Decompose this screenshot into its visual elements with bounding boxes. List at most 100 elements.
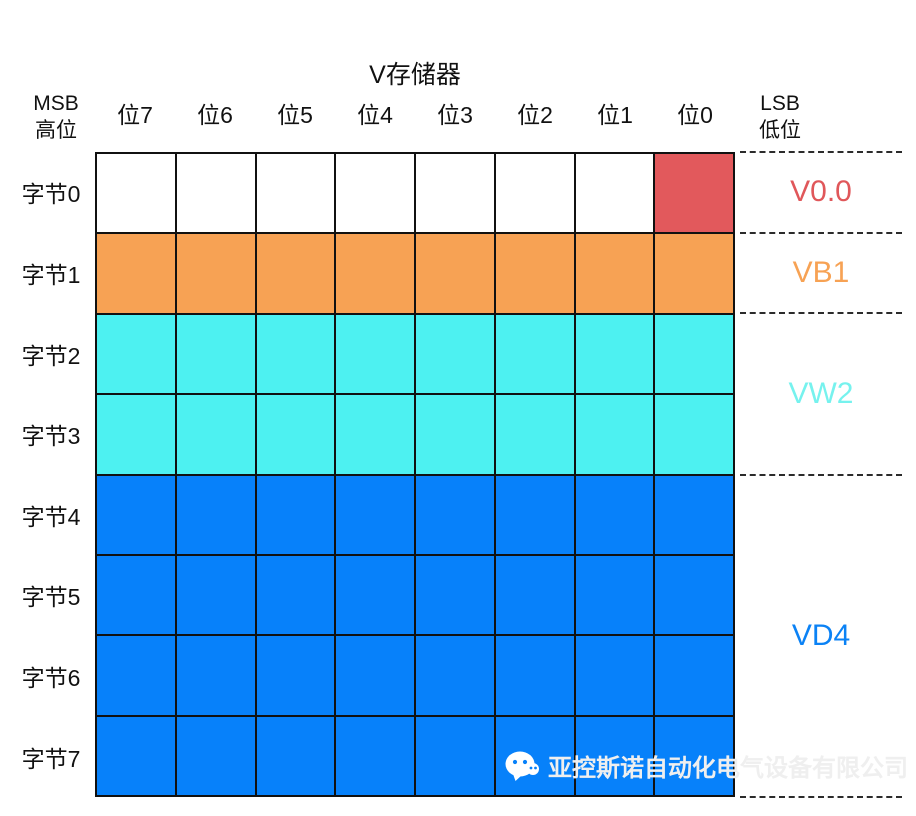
region-divider (740, 312, 902, 315)
cell-byte4-bit5 (256, 475, 335, 554)
cell-byte5-bit4 (336, 555, 414, 635)
cell-byte2-bit7 (97, 314, 175, 394)
cell-byte6-bit7 (97, 636, 175, 715)
cell-byte2-bit1 (575, 314, 654, 394)
cell-byte1-bit5 (256, 234, 335, 313)
cell-byte1-bit0 (655, 234, 733, 313)
cell-byte0-bit1 (575, 154, 654, 233)
byte-label-3: 字节3 (21, 423, 81, 450)
region-divider (740, 231, 902, 234)
cell-byte6-bit1 (575, 636, 654, 715)
msb-line2: 高位 (35, 119, 77, 142)
byte-label-4: 字节4 (21, 503, 81, 530)
diagram-title: V存储器 (369, 61, 461, 89)
cell-byte5-bit0 (655, 555, 733, 635)
watermark: 亚控斯诺自动化电气设备有限公司 (504, 748, 908, 783)
cell-byte7-bit5 (256, 716, 335, 795)
cell-byte3-bit6 (176, 395, 255, 474)
cell-byte4-bit4 (336, 475, 414, 554)
cell-byte0-bit4 (336, 154, 414, 233)
cell-byte1-bit4 (336, 234, 414, 313)
cell-byte2-bit6 (176, 314, 255, 394)
cell-byte6-bit5 (256, 636, 335, 715)
cell-byte1-bit7 (97, 234, 175, 313)
region-divider (740, 796, 902, 798)
lsb-label: LSB 低位 (742, 90, 818, 144)
cell-byte2-bit0 (655, 314, 733, 394)
cell-byte7-bit7 (97, 716, 175, 795)
byte-label-2: 字节2 (21, 342, 81, 369)
cell-byte7-bit6 (176, 716, 255, 795)
cell-byte7-bit3 (416, 716, 494, 795)
bit-header-1: 位1 (597, 102, 633, 128)
bit-header-4: 位4 (357, 102, 393, 128)
byte-label-1: 字节1 (21, 261, 81, 288)
cell-byte7-bit0 (655, 716, 733, 795)
region-divider (740, 151, 902, 153)
cell-byte2-bit3 (416, 314, 494, 394)
byte-label-7: 字节7 (21, 745, 81, 772)
cell-byte4-bit2 (495, 475, 574, 554)
lsb-line2: 低位 (759, 119, 801, 142)
region-divider (740, 473, 902, 476)
cell-byte4-bit0 (655, 475, 733, 554)
cell-byte5-bit3 (416, 555, 494, 635)
cell-byte3-bit2 (495, 395, 574, 474)
cell-byte3-bit7 (97, 395, 175, 474)
cell-byte0-bit7 (97, 154, 175, 233)
cell-byte1-bit3 (416, 234, 494, 313)
msb-label: MSB 高位 (18, 90, 94, 144)
cell-byte1-bit2 (495, 234, 574, 313)
cell-byte5-bit1 (575, 555, 654, 635)
cell-byte6-bit2 (495, 636, 574, 715)
cell-byte7-bit1 (575, 716, 654, 795)
cell-byte3-bit0 (655, 395, 733, 474)
cell-byte0-bit6 (176, 154, 255, 233)
cell-byte6-bit4 (336, 636, 414, 715)
watermark-text: 亚控斯诺自动化电气设备有限公司 (548, 755, 908, 782)
wechat-icon (505, 751, 539, 781)
msb-line1: MSB (33, 92, 79, 115)
cell-byte4-bit6 (176, 475, 255, 554)
cell-byte5-bit6 (176, 555, 255, 635)
memory-grid (95, 152, 735, 797)
cell-byte4-bit1 (575, 475, 654, 554)
region-label-vd4: VD4 (791, 618, 851, 652)
cell-byte4-bit7 (97, 475, 175, 554)
byte-labels: 字节0 字节1 字节2 字节3 字节4 字节5 字节6 字节7 (12, 152, 90, 797)
cell-byte2-bit2 (495, 314, 574, 394)
cell-byte0-bit5 (256, 154, 335, 233)
cell-byte6-bit3 (416, 636, 494, 715)
region-label-v0-0: V0.0 (790, 175, 852, 209)
byte-label-5: 字节5 (21, 584, 81, 611)
cell-byte3-bit3 (416, 395, 494, 474)
bit-header-3: 位3 (437, 102, 473, 128)
cell-byte0-bit2 (495, 154, 574, 233)
bit-header-0: 位0 (677, 102, 713, 128)
cell-byte4-bit3 (416, 475, 494, 554)
region-label-vb1: VB1 (792, 255, 850, 289)
byte-label-6: 字节6 (21, 665, 81, 692)
cell-byte0-bit3 (416, 154, 494, 233)
cell-byte3-bit1 (575, 395, 654, 474)
cell-byte6-bit6 (176, 636, 255, 715)
cell-byte0-bit0 (655, 154, 733, 233)
cell-byte7-bit4 (336, 716, 414, 795)
bit-header-7: 位7 (117, 102, 153, 128)
region-label-vw2: VW2 (788, 376, 854, 410)
cell-byte5-bit5 (256, 555, 335, 635)
cell-byte6-bit0 (655, 636, 733, 715)
byte-label-0: 字节0 (21, 181, 81, 208)
bit-header-5: 位5 (277, 102, 313, 128)
cell-byte2-bit4 (336, 314, 414, 394)
cell-byte5-bit2 (495, 555, 574, 635)
bit-header-6: 位6 (197, 102, 233, 128)
cell-byte3-bit5 (256, 395, 335, 474)
lsb-line1: LSB (760, 92, 800, 115)
cell-byte1-bit6 (176, 234, 255, 313)
cell-byte3-bit4 (336, 395, 414, 474)
bit-header-2: 位2 (517, 102, 553, 128)
bit-headers: 位7 位6 位5 位4 位3 位2 位1 位0 (95, 96, 735, 134)
cell-byte1-bit1 (575, 234, 654, 313)
